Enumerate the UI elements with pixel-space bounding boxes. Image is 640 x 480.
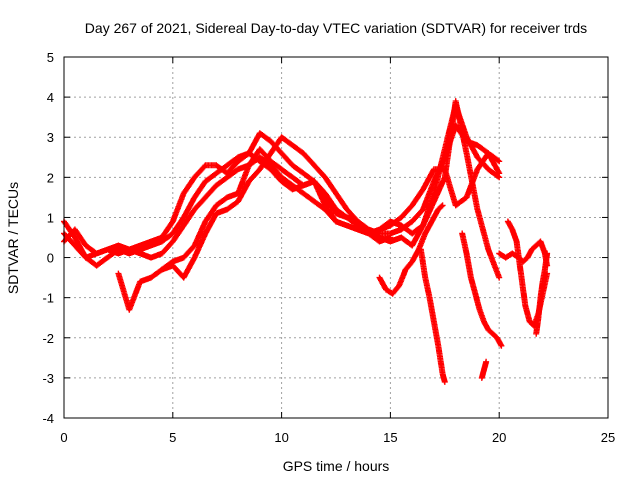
y-tick-label: -2	[42, 331, 54, 346]
series-markers	[417, 246, 448, 385]
series-markers	[496, 238, 551, 269]
series-5	[158, 134, 394, 281]
x-tick-label: 0	[60, 430, 67, 445]
y-tick-label: -1	[42, 291, 54, 306]
series-6	[376, 202, 446, 297]
y-tick-label: 3	[47, 130, 54, 145]
gridlines	[64, 57, 608, 418]
x-axis-label: GPS time / hours	[283, 458, 390, 474]
y-tick-label: -4	[42, 411, 54, 426]
x-tick-label: 5	[169, 430, 176, 445]
series-markers	[158, 134, 394, 281]
x-tick-label: 15	[383, 430, 397, 445]
series-markers	[115, 98, 503, 313]
series-4	[115, 98, 503, 313]
x-tick-labels: 0 5 10 15 20 25	[60, 430, 615, 445]
series-7	[417, 246, 448, 385]
series-markers	[459, 230, 505, 349]
series-8	[459, 230, 505, 349]
series-11	[496, 238, 551, 269]
x-tick-label: 20	[492, 430, 506, 445]
y-tick-label: 2	[47, 170, 54, 185]
series-markers	[533, 250, 551, 337]
x-tick-label: 25	[601, 430, 615, 445]
plot-frame	[63, 56, 609, 419]
y-tick-label: 5	[47, 50, 54, 65]
series-12	[533, 250, 551, 337]
y-tick-label: 4	[47, 90, 54, 105]
series-markers	[376, 202, 446, 297]
chart-title: Day 267 of 2021, Sidereal Day-to-day VTE…	[85, 20, 587, 36]
y-tick-label: -3	[42, 371, 54, 386]
tick-marks	[63, 56, 609, 419]
x-tick-label: 10	[274, 430, 288, 445]
series-markers	[478, 358, 490, 381]
y-tick-label: 1	[47, 210, 54, 225]
y-tick-label: 0	[47, 251, 54, 266]
data-points	[61, 98, 551, 385]
y-axis-label: SDTVAR / TECUs	[5, 182, 21, 294]
series-9	[478, 358, 490, 381]
y-tick-labels: -4 -3 -2 -1 0 1 2 3 4 5	[42, 50, 54, 426]
